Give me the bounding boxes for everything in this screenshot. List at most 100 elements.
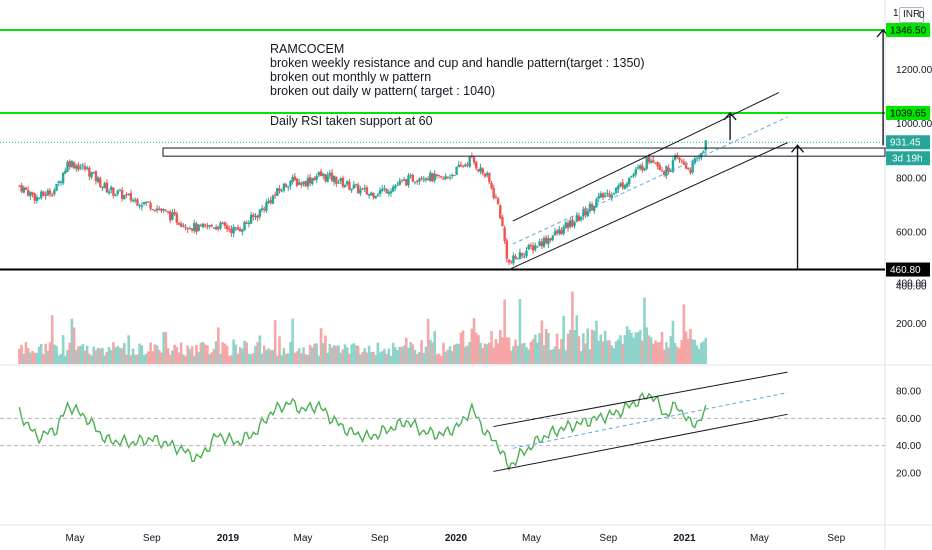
candle-body bbox=[306, 178, 310, 187]
volume-bar bbox=[400, 346, 404, 364]
volume-bar bbox=[345, 347, 349, 364]
volume-bar bbox=[230, 355, 233, 364]
volume-bar bbox=[267, 348, 270, 364]
volume-bar bbox=[689, 328, 692, 364]
candle-body bbox=[68, 161, 71, 168]
price-tick-label: 1000.00 bbox=[896, 119, 932, 130]
rsi-trend-line-3 bbox=[512, 392, 788, 449]
volume-bar bbox=[192, 355, 196, 364]
volume-bar bbox=[411, 344, 415, 364]
candle-body bbox=[442, 178, 445, 180]
volume-bar bbox=[22, 353, 26, 364]
volume-bar bbox=[166, 348, 170, 364]
currency-badge[interactable]: INR bbox=[899, 7, 925, 23]
candle-body bbox=[55, 184, 58, 191]
volume-bar bbox=[306, 354, 310, 364]
volume-bar bbox=[404, 337, 408, 364]
volume-bar bbox=[330, 347, 334, 364]
candle-body bbox=[271, 195, 275, 204]
volume-bar bbox=[671, 320, 675, 364]
candle-body bbox=[166, 211, 170, 213]
volume-bar bbox=[201, 341, 205, 364]
volume-bar bbox=[133, 354, 137, 364]
volume-bar bbox=[470, 328, 474, 364]
price-trend-line-3 bbox=[512, 116, 788, 245]
candle-body bbox=[684, 163, 688, 169]
candle-body bbox=[566, 222, 570, 229]
candle-body bbox=[96, 177, 100, 183]
volume-bar bbox=[378, 352, 382, 364]
volume-bar bbox=[477, 335, 480, 364]
volume-bar bbox=[520, 343, 524, 364]
candle-body bbox=[171, 212, 174, 220]
volume-bar bbox=[29, 352, 32, 364]
volume-bar bbox=[385, 354, 388, 364]
candle-body bbox=[538, 241, 541, 246]
candle-body bbox=[151, 209, 154, 211]
volume-bar bbox=[88, 353, 91, 364]
volume-bar bbox=[98, 348, 102, 364]
candle-body bbox=[361, 188, 364, 190]
candle-body bbox=[118, 189, 122, 191]
volume-bar bbox=[557, 348, 561, 364]
volume-bar bbox=[332, 345, 336, 364]
candle-body bbox=[435, 174, 439, 176]
volume-bar bbox=[48, 342, 52, 364]
volume-bar bbox=[258, 335, 262, 364]
candle-body bbox=[20, 184, 23, 192]
candle-body bbox=[461, 165, 465, 167]
candle-body bbox=[597, 196, 600, 199]
candle-body bbox=[431, 173, 434, 182]
candle-body bbox=[88, 167, 91, 177]
candle-body bbox=[127, 194, 130, 196]
candle-body bbox=[450, 174, 454, 177]
volume-bar bbox=[686, 338, 690, 364]
volume-bar bbox=[577, 336, 581, 364]
candle-body bbox=[468, 156, 471, 167]
candle-body bbox=[411, 174, 415, 182]
annotation-rsi-note: Daily RSI taken support at 60 bbox=[270, 114, 433, 128]
volume-bar bbox=[269, 349, 273, 364]
candle-body bbox=[365, 187, 369, 195]
volume-bar bbox=[435, 354, 439, 364]
candle-body bbox=[405, 179, 408, 186]
volume-bar bbox=[656, 342, 659, 364]
candle-body bbox=[413, 181, 417, 183]
candle-body bbox=[374, 196, 377, 199]
volume-bar bbox=[630, 332, 633, 364]
volume-bar bbox=[466, 345, 469, 364]
candle-body bbox=[348, 182, 351, 190]
volume-bar bbox=[560, 339, 563, 364]
candle-body bbox=[582, 209, 585, 217]
volume-bar bbox=[523, 342, 526, 364]
candle-body bbox=[51, 194, 54, 196]
volume-bar bbox=[39, 344, 43, 364]
time-tick-label: Sep bbox=[827, 533, 845, 544]
volume-bar bbox=[107, 346, 111, 364]
candle-body bbox=[59, 182, 63, 184]
volume-bar bbox=[606, 340, 609, 364]
candle-body bbox=[479, 167, 482, 172]
candle-body bbox=[669, 170, 672, 172]
candle-body bbox=[638, 165, 642, 169]
volume-bar bbox=[20, 344, 23, 364]
candle-body bbox=[322, 173, 325, 176]
level-label: 931.45 bbox=[890, 138, 921, 149]
candle-body bbox=[632, 174, 635, 176]
volume-bar bbox=[190, 346, 194, 364]
volume-bar bbox=[112, 342, 115, 364]
candle-body bbox=[44, 194, 47, 197]
annotation-line-2: broken weekly resistance and cup and han… bbox=[270, 56, 645, 70]
candle-body bbox=[258, 209, 262, 217]
level-tag-1039.65 bbox=[886, 105, 930, 120]
volume-bar bbox=[66, 350, 69, 364]
candle-body bbox=[295, 178, 299, 186]
volume-bar bbox=[79, 345, 82, 364]
volume-bar bbox=[96, 347, 100, 364]
candle-body bbox=[433, 173, 436, 181]
candle-body bbox=[70, 161, 74, 167]
volume-bar bbox=[18, 348, 21, 364]
candle-body bbox=[614, 188, 618, 193]
volume-bar bbox=[509, 350, 513, 364]
volume-bar bbox=[562, 315, 565, 364]
